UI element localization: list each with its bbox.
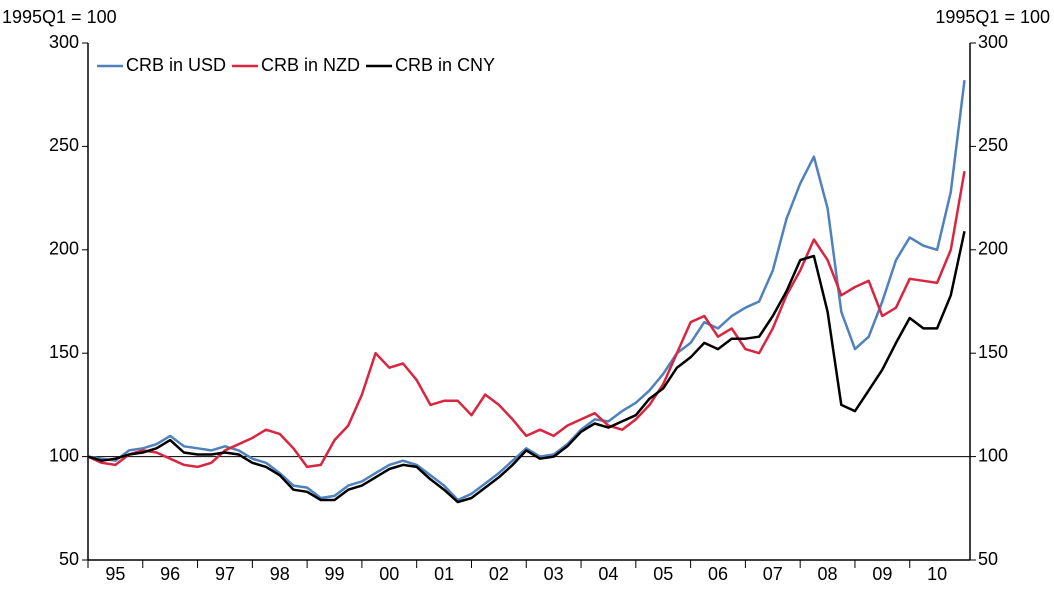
series-line xyxy=(87,230,966,504)
x-tick-label: 00 xyxy=(379,564,399,584)
y2-tick-label: 200 xyxy=(978,239,1008,259)
legend-label: CRB in CNY xyxy=(395,55,495,75)
x-tick-label: 05 xyxy=(653,564,673,584)
y2-tick-label: 150 xyxy=(978,342,1008,362)
y-tick-label: 200 xyxy=(49,239,79,259)
y-axis-label: 1995Q1 = 100 xyxy=(2,7,117,27)
x-tick-label: 08 xyxy=(818,564,838,584)
y2-axis-label: 1995Q1 = 100 xyxy=(935,7,1050,27)
legend-label: CRB in USD xyxy=(126,55,226,75)
x-tick-label: 06 xyxy=(708,564,728,584)
x-tick-label: 01 xyxy=(434,564,454,584)
series-line xyxy=(87,80,966,502)
y-tick-label: 50 xyxy=(59,549,79,569)
y-tick-label: 100 xyxy=(49,445,79,465)
y2-tick-label: 50 xyxy=(978,549,998,569)
x-tick-label: 95 xyxy=(105,564,125,584)
y-tick-label: 250 xyxy=(49,135,79,155)
x-tick-label: 04 xyxy=(598,564,618,584)
x-tick-label: 97 xyxy=(215,564,235,584)
y-tick-label: 300 xyxy=(49,32,79,52)
x-tick-label: 09 xyxy=(872,564,892,584)
y2-tick-label: 250 xyxy=(978,135,1008,155)
x-tick-label: 02 xyxy=(489,564,509,584)
y2-tick-label: 300 xyxy=(978,32,1008,52)
series-line xyxy=(87,170,966,469)
x-tick-label: 98 xyxy=(270,564,290,584)
x-tick-label: 03 xyxy=(544,564,564,584)
x-tick-label: 07 xyxy=(763,564,783,584)
legend-label: CRB in NZD xyxy=(261,55,360,75)
x-tick-label: 99 xyxy=(325,564,345,584)
x-tick-label: 96 xyxy=(160,564,180,584)
y-tick-label: 150 xyxy=(49,342,79,362)
x-tick-label: 10 xyxy=(927,564,947,584)
y2-tick-label: 100 xyxy=(978,445,1008,465)
